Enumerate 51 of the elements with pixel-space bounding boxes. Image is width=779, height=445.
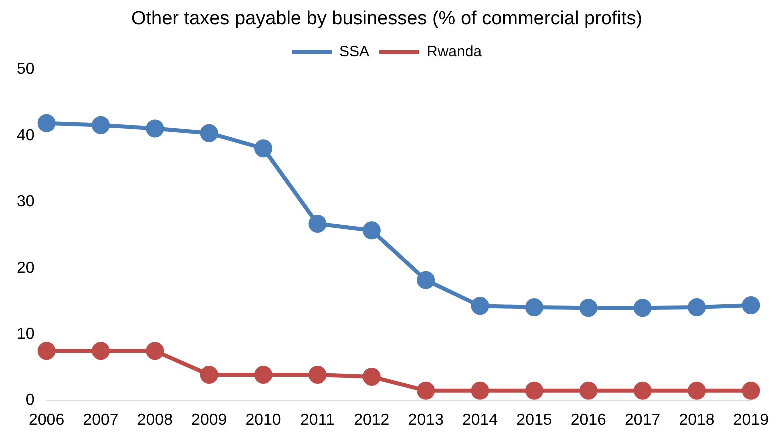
chart-title: Other taxes payable by businesses (% of commercial profits): [131, 8, 643, 30]
x-tick-label: 2013: [408, 412, 444, 429]
legend-label: SSA: [339, 43, 370, 60]
x-tick-label: 2014: [462, 412, 498, 429]
point: [417, 271, 436, 290]
point: [38, 342, 56, 360]
x-tick-label: 2009: [192, 412, 228, 429]
point: [634, 299, 652, 318]
x-tick-label: 2012: [354, 412, 390, 429]
point: [362, 222, 381, 240]
y-tick-label: 10: [17, 326, 35, 344]
point: [308, 215, 327, 234]
point: [417, 382, 436, 400]
point: [471, 297, 490, 316]
point: [688, 382, 706, 400]
x-tick-label: 2019: [733, 412, 770, 429]
point: [200, 124, 218, 142]
point: [146, 342, 164, 360]
point: [254, 140, 273, 158]
x-tick-label: 2016: [570, 412, 607, 429]
point: [92, 116, 110, 134]
point: [634, 382, 652, 400]
point: [525, 382, 544, 400]
point: [580, 299, 598, 318]
x-tick-label: 2008: [137, 412, 174, 429]
x-tick-label: 2006: [29, 412, 65, 429]
x-tick-label: 2011: [300, 412, 336, 429]
point: [200, 366, 218, 384]
y-tick-label: 30: [17, 194, 35, 211]
y-tick-label: 0: [26, 392, 35, 410]
point: [580, 382, 598, 400]
point: [471, 382, 490, 400]
point: [742, 382, 760, 400]
point: [688, 298, 706, 316]
x-tick-label: 2015: [516, 412, 552, 429]
x-tick-label: 2007: [83, 412, 119, 429]
point: [146, 120, 164, 138]
point: [92, 342, 110, 360]
y-tick-label: 20: [17, 260, 35, 277]
y-tick-label: 50: [17, 61, 35, 78]
legend-label: Rwanda: [426, 43, 483, 60]
point: [362, 368, 381, 386]
x-tick-label: 2018: [679, 412, 715, 429]
point: [525, 298, 544, 316]
x-tick-label: 2010: [246, 412, 282, 429]
y-tick-label: 40: [17, 127, 35, 144]
point: [308, 366, 327, 384]
point: [742, 296, 760, 314]
point: [38, 114, 56, 132]
x-tick-label: 2017: [625, 412, 661, 429]
point: [254, 366, 273, 384]
